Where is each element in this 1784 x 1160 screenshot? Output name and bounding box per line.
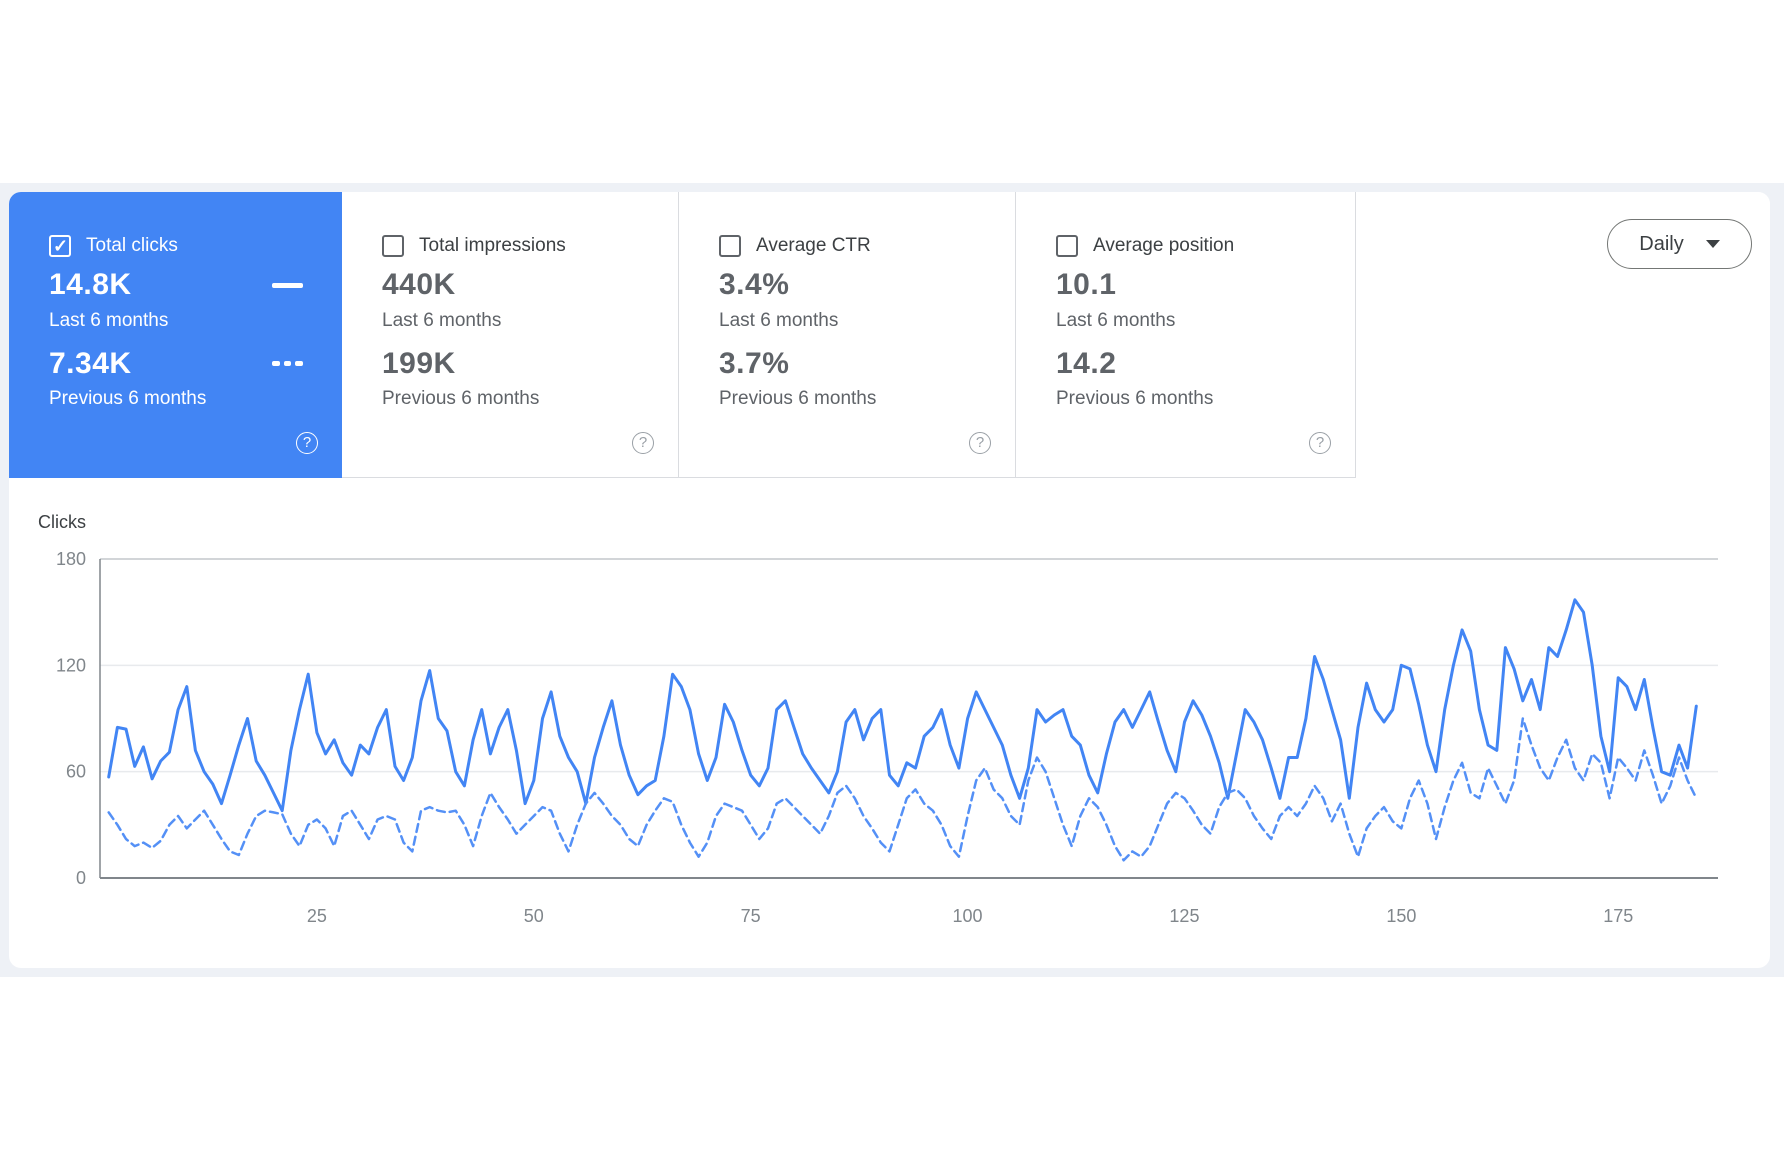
previous-period-label: Previous 6 months [382,388,540,409]
total-impressions-checkbox[interactable] [382,235,404,257]
previous-value: 7.34K [49,347,132,380]
y-tick-label: 120 [56,655,86,675]
previous-period-label: Previous 6 months [719,388,877,409]
clicks-line-chart[interactable]: 180 120 60 0 25 50 75 100 125 150 175 [9,192,1770,968]
current-value: 14.8K [49,268,132,301]
x-tick-label: 175 [1603,906,1633,926]
metric-cards-row: Total clicks 14.8K Last 6 months 7.34K P… [9,192,1770,478]
help-icon[interactable]: ? [1309,432,1331,454]
granularity-label: Daily [1639,232,1684,255]
x-tick-label: 150 [1386,906,1416,926]
previous-period-label: Previous 6 months [1056,388,1214,409]
card-label: Total clicks [86,235,178,256]
x-tick-label: 25 [307,906,327,926]
current-period-label: Last 6 months [1056,310,1176,331]
total-clicks-checkbox[interactable] [49,235,71,257]
card-label: Total impressions [419,235,566,256]
current-value: 10.1 [1056,268,1117,301]
card-total-impressions[interactable]: Total impressions 440K Last 6 months 199… [342,192,679,478]
current-period-label: Last 6 months [382,310,502,331]
dashed-line-legend-icon [272,361,304,366]
card-label: Average CTR [756,235,871,256]
card-label: Average position [1093,235,1235,256]
series-dashed [107,717,1698,862]
performance-panel: Total clicks 14.8K Last 6 months 7.34K P… [9,192,1770,968]
average-ctr-checkbox[interactable] [719,235,741,257]
card-average-position[interactable]: Average position 10.1 Last 6 months 14.2… [1016,192,1356,478]
series-solid [107,598,1698,813]
previous-value: 14.2 [1056,347,1117,380]
y-tick-label: 180 [56,549,86,569]
previous-period-label: Previous 6 months [49,388,207,409]
previous-value: 199K [382,347,456,380]
x-tick-label: 100 [953,906,983,926]
card-average-ctr[interactable]: Average CTR 3.4% Last 6 months 3.7% Prev… [679,192,1016,478]
y-tick-label: 0 [76,868,86,888]
chevron-down-icon [1705,240,1720,248]
current-period-label: Last 6 months [49,310,169,331]
card-total-clicks[interactable]: Total clicks 14.8K Last 6 months 7.34K P… [9,192,342,478]
current-value: 3.4% [719,268,790,301]
average-position-checkbox[interactable] [1056,235,1078,257]
cards-row-spacer: Daily [1356,192,1770,478]
current-value: 440K [382,268,456,301]
x-tick-label: 125 [1169,906,1199,926]
current-period-label: Last 6 months [719,310,839,331]
x-tick-label: 50 [524,906,544,926]
y-axis-title: Clicks [38,512,86,532]
help-icon[interactable]: ? [969,432,991,454]
help-icon[interactable]: ? [296,432,318,454]
date-granularity-dropdown[interactable]: Daily [1607,219,1752,269]
previous-value: 3.7% [719,347,790,380]
solid-line-legend-icon [272,283,303,288]
help-icon[interactable]: ? [632,432,654,454]
y-tick-label: 60 [66,762,86,782]
x-tick-label: 75 [741,906,761,926]
